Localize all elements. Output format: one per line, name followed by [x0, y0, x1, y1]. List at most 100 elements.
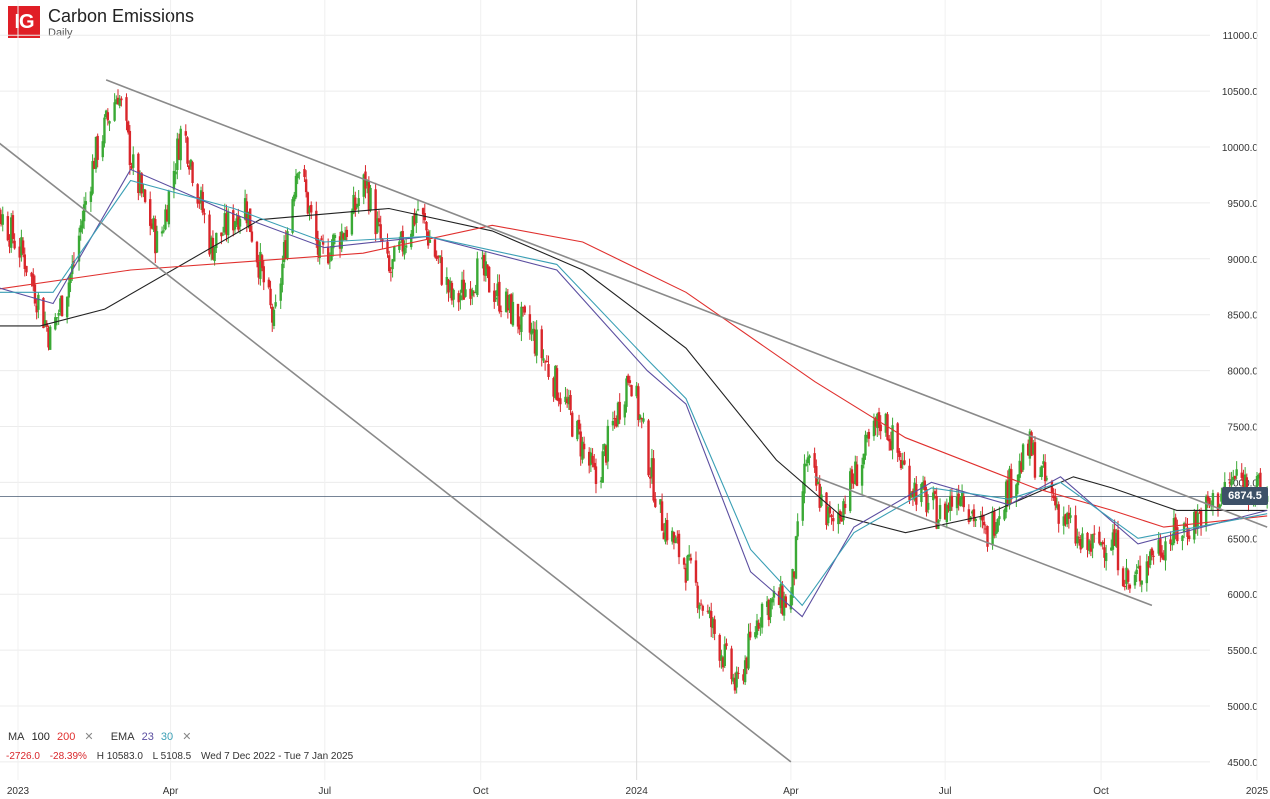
trendline[interactable]: [105, 79, 1268, 528]
ema30-value: 30: [160, 731, 174, 743]
ema23-value: 23: [141, 731, 154, 743]
candle-body: [767, 599, 771, 620]
candle-body: [757, 622, 760, 629]
candle-body: [1199, 510, 1203, 528]
candle-body: [260, 255, 264, 268]
candle-body: [581, 441, 584, 460]
candle-body: [565, 398, 569, 404]
candle-body: [615, 417, 618, 427]
x-tick-label: Oct: [1093, 786, 1109, 797]
candle-body: [457, 293, 460, 303]
candle-body: [652, 458, 655, 501]
candle-body: [557, 397, 560, 402]
candle-body: [30, 272, 33, 277]
candle-body: [411, 216, 415, 237]
candle-body: [891, 425, 894, 450]
candle-body: [1043, 462, 1047, 482]
candle-body: [915, 484, 918, 505]
ema23-line: [0, 168, 1268, 618]
candle-body: [532, 328, 535, 334]
candle-body: [125, 97, 128, 121]
candle-body: [543, 361, 547, 363]
candle-body: [365, 180, 369, 186]
candle-body: [59, 298, 62, 313]
candle-body: [945, 504, 949, 522]
ema-label: EMA: [110, 731, 135, 743]
candle-body: [1235, 469, 1238, 476]
candle-body: [499, 310, 503, 312]
candle-body: [677, 533, 681, 558]
candle-body: [865, 434, 869, 438]
candle-body: [413, 212, 416, 225]
candle-body: [376, 218, 379, 233]
candle-body: [416, 209, 420, 211]
candle-body: [340, 231, 343, 249]
candle-body: [149, 199, 152, 226]
candle-body: [25, 265, 28, 273]
candle-body: [387, 255, 391, 272]
candle-body: [155, 231, 159, 253]
candle-body: [884, 413, 888, 433]
candle-body: [723, 644, 726, 666]
ema-close-icon[interactable]: ✕: [182, 731, 192, 743]
candle-body: [664, 522, 667, 542]
candle-body: [745, 657, 749, 669]
candle-body: [245, 201, 249, 224]
candle-body: [79, 225, 82, 233]
candle-body: [1081, 533, 1084, 548]
candle-body: [1057, 504, 1060, 524]
candle-body: [137, 153, 140, 194]
candle-body: [981, 514, 984, 521]
candle-body: [998, 516, 1001, 520]
candle-body: [279, 283, 282, 301]
candle-body: [1076, 536, 1079, 544]
candle-body: [521, 306, 525, 309]
candle-body: [935, 496, 938, 529]
candle-body: [82, 204, 86, 222]
candle-body: [635, 385, 638, 397]
candle-body: [779, 584, 782, 609]
candle-body: [1174, 517, 1177, 531]
candle-body: [243, 198, 247, 220]
candle-body: [1123, 586, 1126, 588]
candle-body: [437, 256, 440, 258]
candle-body: [1196, 513, 1199, 529]
candle-body: [576, 420, 579, 440]
candle-body: [37, 294, 40, 310]
candle-body: [8, 240, 11, 247]
candle-body: [150, 223, 154, 229]
candle-body: [801, 491, 804, 521]
candle-body: [749, 631, 752, 638]
candle-body: [771, 598, 774, 603]
candle-body: [993, 511, 996, 536]
candle-body: [896, 423, 899, 453]
candle-body: [530, 330, 533, 335]
ma-close-icon[interactable]: ✕: [84, 731, 94, 743]
candle-body: [459, 295, 462, 301]
candle-body: [1016, 474, 1020, 486]
candle-body: [84, 201, 87, 205]
y-tick-label: 10500.0: [1222, 87, 1259, 98]
candle-body: [96, 135, 99, 160]
candle-body: [104, 110, 108, 118]
candle-body: [654, 498, 657, 507]
candle-body: [1194, 511, 1198, 528]
candle-body: [33, 284, 37, 304]
ma200-value: 200: [56, 731, 76, 743]
candle-body: [864, 434, 867, 456]
candle-body: [696, 585, 699, 608]
candle-body: [326, 246, 330, 264]
x-tick-label: Apr: [783, 786, 799, 797]
candle-body: [510, 294, 513, 324]
candle-body: [404, 245, 408, 248]
trendline[interactable]: [814, 476, 1153, 607]
candle-body: [933, 491, 937, 494]
candle-body: [528, 314, 532, 333]
trendline[interactable]: [0, 125, 792, 763]
candle-body: [742, 674, 745, 681]
candle-body: [425, 222, 428, 231]
candle-body: [308, 207, 311, 213]
y-tick-label: 9500.0: [1227, 199, 1258, 210]
candle-body: [569, 395, 572, 411]
